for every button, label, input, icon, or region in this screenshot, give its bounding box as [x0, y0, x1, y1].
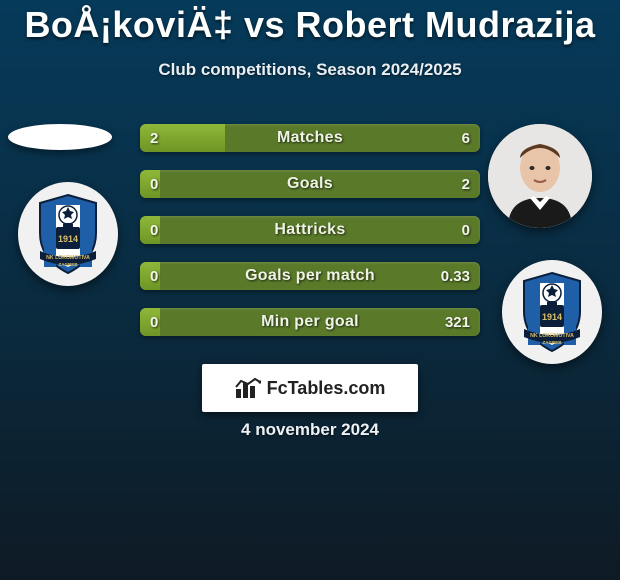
brand-box: FcTables.com	[202, 364, 418, 412]
stat-value-right: 0	[462, 216, 470, 244]
stat-label: Hattricks	[140, 216, 480, 244]
date-line: 4 november 2024	[0, 420, 620, 440]
stat-label: Min per goal	[140, 308, 480, 336]
page-title: BoÅ¡koviÄ‡ vs Robert Mudrazija	[0, 0, 620, 46]
stat-row-matches: 2 Matches 6	[140, 124, 480, 152]
player-avatar-left	[8, 124, 112, 150]
page-subtitle: Club competitions, Season 2024/2025	[0, 60, 620, 80]
brand-text: FcTables.com	[267, 378, 386, 399]
player-avatar-right	[488, 124, 592, 228]
stat-label: Goals	[140, 170, 480, 198]
stat-label: Matches	[140, 124, 480, 152]
svg-text:1914: 1914	[58, 234, 78, 244]
chart-icon	[235, 377, 261, 399]
stats-area: 2 Matches 6 0 Goals 2 0 Hattricks 0 0 Go…	[140, 124, 480, 354]
svg-text:NK LOKOMOTIVA: NK LOKOMOTIVA	[46, 255, 90, 261]
svg-text:ZAGREB: ZAGREB	[59, 262, 79, 267]
shield-icon: 1914 NK LOKOMOTIVA ZAGREB	[518, 271, 586, 353]
club-crest-right: 1914 NK LOKOMOTIVA ZAGREB	[502, 260, 602, 364]
stat-value-right: 321	[445, 308, 470, 336]
stat-row-mpg: 0 Min per goal 321	[140, 308, 480, 336]
svg-text:ZAGREB: ZAGREB	[543, 340, 563, 345]
stat-row-hattricks: 0 Hattricks 0	[140, 216, 480, 244]
stat-row-gpm: 0 Goals per match 0.33	[140, 262, 480, 290]
club-crest-left: 1914 NK LOKOMOTIVA ZAGREB	[18, 182, 118, 286]
stat-row-goals: 0 Goals 2	[140, 170, 480, 198]
stat-value-right: 6	[462, 124, 470, 152]
stat-label: Goals per match	[140, 262, 480, 290]
shield-icon: 1914 NK LOKOMOTIVA ZAGREB	[34, 193, 102, 275]
stat-value-right: 0.33	[441, 262, 470, 290]
stat-value-right: 2	[462, 170, 470, 198]
svg-text:NK LOKOMOTIVA: NK LOKOMOTIVA	[530, 333, 574, 339]
svg-text:1914: 1914	[542, 312, 562, 322]
